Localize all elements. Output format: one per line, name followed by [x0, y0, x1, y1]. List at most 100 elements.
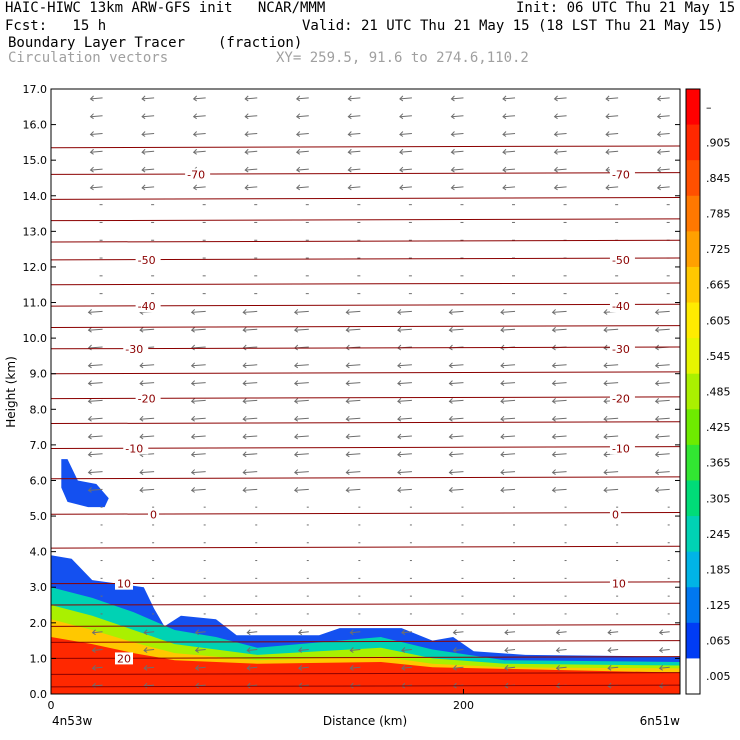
circulation-vector — [453, 631, 464, 634]
circulation-vector — [451, 150, 464, 153]
isotherm-line — [51, 476, 680, 480]
circulation-vector-head — [345, 326, 350, 333]
circulation-vector — [346, 399, 361, 402]
isotherm-label: -70 — [612, 168, 630, 181]
x-left-endpoint: 4n53w — [52, 714, 93, 728]
circulation-vector — [556, 666, 567, 669]
circulation-vector-head — [500, 415, 505, 422]
circulation-vector-head — [294, 398, 299, 404]
circulation-vector-head — [607, 647, 612, 653]
circulation-vector — [51, 151, 52, 152]
circulation-vector — [655, 328, 670, 331]
circulation-vector-head — [244, 148, 249, 155]
circulation-vector-head — [242, 451, 247, 458]
circulation-vector — [397, 435, 412, 438]
circulation-vector-head — [603, 398, 608, 404]
circulation-vector — [350, 666, 361, 669]
circulation-vector — [294, 364, 309, 367]
circulation-vector — [193, 150, 206, 153]
circulation-vector — [399, 186, 412, 189]
circulation-vector — [191, 417, 206, 420]
circulation-vector — [191, 453, 206, 456]
circulation-vector-head — [401, 647, 406, 653]
circulation-vector-head — [347, 131, 352, 137]
circulation-vector-head — [347, 95, 352, 102]
circulation-vector-head — [603, 326, 608, 333]
colorbar-label: .245 — [706, 528, 731, 541]
circulation-vector — [606, 186, 619, 189]
circulation-vector — [401, 649, 412, 652]
circulation-vector — [606, 150, 619, 153]
circulation-vector-head — [654, 344, 660, 351]
circulation-vector-head — [656, 95, 662, 102]
circulation-vector — [51, 115, 52, 117]
y-tick-label: 13.0 — [23, 225, 48, 238]
circulation-vector — [608, 666, 619, 669]
circulation-vector — [655, 471, 670, 474]
circulation-vector — [655, 399, 670, 402]
circulation-vector-head — [89, 113, 94, 120]
circulation-vector-head — [605, 95, 610, 102]
plot-frame — [50, 88, 681, 695]
circulation-vector — [451, 97, 464, 100]
circulation-vector-head — [190, 362, 196, 369]
circulation-vector-head — [399, 184, 404, 191]
circulation-vector-head — [37, 381, 40, 386]
isotherm-label: -10 — [125, 442, 143, 455]
circulation-vector — [453, 649, 464, 652]
circulation-vector-head — [500, 398, 505, 404]
circulation-vector-head — [603, 362, 608, 369]
circulation-vector-head — [399, 131, 404, 137]
circulation-vector — [397, 471, 412, 474]
circulation-vector — [399, 150, 412, 153]
circulation-vector-head — [397, 415, 402, 422]
circulation-vector — [397, 399, 412, 402]
isotherm-label: 0 — [612, 508, 619, 521]
circulation-vector-head — [192, 131, 198, 137]
circulation-vector — [348, 115, 361, 118]
circulation-vector — [502, 97, 516, 100]
circulation-vector — [655, 310, 670, 313]
circulation-vector-head — [87, 451, 92, 458]
circulation-vector — [604, 364, 619, 367]
circulation-vector-head — [500, 326, 505, 333]
circulation-vector-head — [504, 629, 509, 636]
circulation-vector-head — [399, 148, 404, 155]
circulation-vector-head — [502, 113, 507, 120]
isotherm-label-bg — [609, 392, 635, 405]
circulation-vector-head — [242, 362, 247, 369]
circulation-vector — [500, 417, 516, 420]
colorbar-swatch — [686, 516, 700, 553]
circulation-vector — [399, 168, 412, 171]
circulation-vector — [193, 132, 206, 135]
circulation-vector — [51, 489, 52, 490]
circulation-vector-head — [296, 113, 301, 120]
circulation-vector — [552, 364, 567, 367]
circulation-vector-head — [551, 415, 556, 422]
circulation-vector — [296, 132, 309, 135]
isotherm-line — [51, 239, 680, 243]
circulation-vector — [294, 399, 309, 402]
isotherm-label-bg — [147, 508, 159, 521]
circulation-vector-head — [500, 451, 505, 458]
circulation-vector — [142, 115, 155, 118]
circulation-vector-head — [192, 113, 198, 120]
circulation-vector — [88, 399, 103, 402]
circulation-vector-head — [551, 326, 556, 333]
circulation-vector — [140, 328, 155, 331]
circulation-vector-head — [603, 380, 608, 387]
circulation-vector-head — [654, 398, 660, 404]
circulation-vector-head — [397, 433, 402, 440]
isotherm-label: -30 — [125, 343, 143, 356]
field-units: (fraction) — [218, 35, 303, 51]
header-line1-left: HAIC-HIWC 13km ARW-GFS init NCAR/MMM — [5, 0, 326, 16]
field-title: Boundary Layer Tracer — [8, 35, 186, 51]
circulation-vector-head — [347, 166, 352, 173]
circulation-vector-head — [658, 664, 664, 671]
colorbar-label: .725 — [706, 243, 731, 256]
y-tick-label: 15.0 — [23, 154, 48, 167]
circulation-vector-head — [298, 647, 303, 653]
circulation-vector — [243, 417, 258, 420]
circulation-vector — [500, 435, 516, 438]
circulation-vector-head — [656, 166, 662, 173]
